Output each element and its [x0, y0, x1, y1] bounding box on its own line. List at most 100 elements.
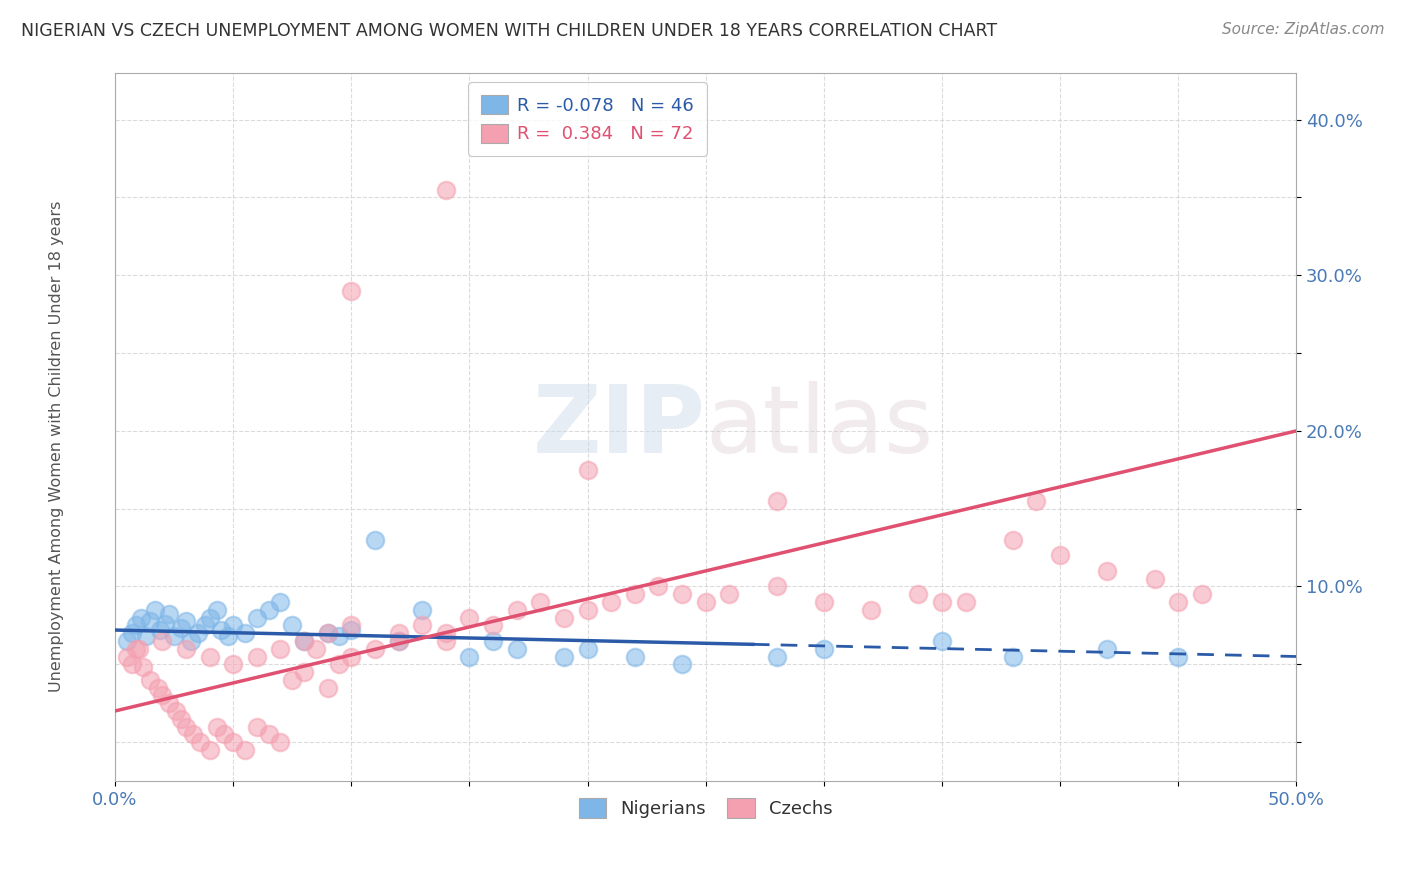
Point [115, 649, 138, 664]
Point [765, 579, 787, 593]
Point [187, 626, 209, 640]
Point [233, 626, 256, 640]
Point [387, 634, 409, 648]
Point [765, 649, 787, 664]
Point [174, 641, 197, 656]
Point [269, 595, 291, 609]
Point [150, 634, 173, 648]
Point [198, 649, 221, 664]
Point [174, 719, 197, 733]
Point [553, 610, 575, 624]
Point [576, 641, 599, 656]
Point [364, 533, 387, 547]
Point [292, 665, 315, 679]
Text: NIGERIAN VS CZECH UNEMPLOYMENT AMONG WOMEN WITH CHILDREN UNDER 18 YEARS CORRELAT: NIGERIAN VS CZECH UNEMPLOYMENT AMONG WOM… [21, 22, 997, 40]
Point [165, 704, 187, 718]
Point [209, 623, 232, 637]
Point [340, 284, 363, 298]
Point [292, 634, 315, 648]
Point [316, 626, 339, 640]
Point [143, 603, 166, 617]
Point [125, 618, 148, 632]
Point [671, 587, 693, 601]
Point [139, 614, 162, 628]
Point [576, 603, 599, 617]
Point [328, 629, 350, 643]
Point [157, 696, 180, 710]
Point [718, 587, 741, 601]
Point [434, 183, 457, 197]
Point [482, 634, 505, 648]
Point [194, 618, 217, 632]
Text: ZIP: ZIP [533, 381, 706, 473]
Point [553, 649, 575, 664]
Point [505, 641, 527, 656]
Point [458, 610, 481, 624]
Point [180, 634, 202, 648]
Point [1097, 564, 1119, 578]
Point [328, 657, 350, 672]
Point [157, 607, 180, 622]
Point [121, 626, 143, 640]
Point [125, 641, 148, 656]
Point [340, 623, 363, 637]
Point [411, 618, 433, 632]
Point [305, 641, 328, 656]
Point [150, 689, 173, 703]
Point [153, 616, 176, 631]
Point [257, 727, 280, 741]
Point [139, 673, 162, 687]
Point [129, 610, 152, 624]
Point [121, 657, 143, 672]
Point [181, 727, 204, 741]
Point [269, 735, 291, 749]
Point [316, 681, 339, 695]
Point [1167, 595, 1189, 609]
Point [813, 595, 835, 609]
Point [222, 735, 245, 749]
Point [1191, 587, 1213, 601]
Point [482, 618, 505, 632]
Point [623, 649, 645, 664]
Point [246, 610, 269, 624]
Point [217, 629, 239, 643]
Point [146, 681, 169, 695]
Point [458, 649, 481, 664]
Legend: Nigerians, Czechs: Nigerians, Czechs [571, 790, 839, 825]
Point [128, 641, 150, 656]
Point [813, 641, 835, 656]
Point [292, 634, 315, 648]
Point [222, 618, 245, 632]
Point [647, 579, 669, 593]
Point [205, 603, 228, 617]
Point [505, 603, 527, 617]
Point [1001, 649, 1024, 664]
Point [1167, 649, 1189, 664]
Point [257, 603, 280, 617]
Point [671, 657, 693, 672]
Point [765, 494, 787, 508]
Point [364, 641, 387, 656]
Point [246, 719, 269, 733]
Point [1025, 494, 1047, 508]
Text: atlas: atlas [706, 381, 934, 473]
Point [860, 603, 883, 617]
Point [1001, 533, 1024, 547]
Point [955, 595, 977, 609]
Point [174, 614, 197, 628]
Point [529, 595, 551, 609]
Point [205, 719, 228, 733]
Point [170, 622, 193, 636]
Point [623, 587, 645, 601]
Point [387, 626, 409, 640]
Point [281, 673, 304, 687]
Point [170, 712, 193, 726]
Text: Source: ZipAtlas.com: Source: ZipAtlas.com [1222, 22, 1385, 37]
Point [931, 634, 953, 648]
Point [1049, 549, 1071, 563]
Point [931, 595, 953, 609]
Point [340, 649, 363, 664]
Point [198, 743, 221, 757]
Point [695, 595, 717, 609]
Point [411, 603, 433, 617]
